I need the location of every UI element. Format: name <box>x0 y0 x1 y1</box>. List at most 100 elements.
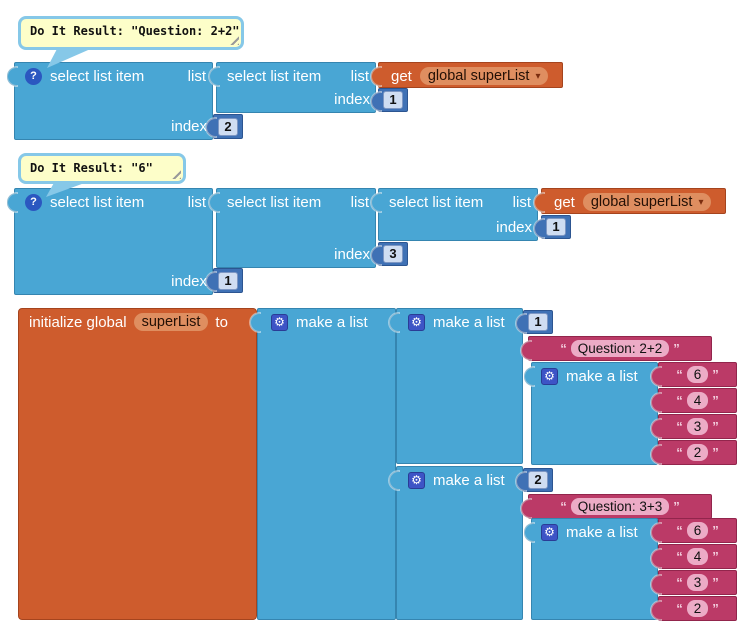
index-input-label: index <box>171 117 207 135</box>
gear-icon[interactable]: ⚙ <box>271 313 288 331</box>
doit-result-text: Do It Result: "Question: 2+2" <box>30 24 240 38</box>
number-field[interactable]: 1 <box>546 218 566 236</box>
text-field[interactable]: 6 <box>686 366 709 383</box>
number-field[interactable]: 2 <box>528 471 548 489</box>
output-plug-icon <box>370 245 382 266</box>
text-block-answer[interactable]: “ 6 ” <box>650 518 737 543</box>
variable-dropdown[interactable]: global superList ▾ <box>419 67 549 85</box>
select-list-item-block-mid-1[interactable]: select list item list index <box>208 62 376 113</box>
make-a-list-block-item1[interactable]: ⚙ make a list <box>388 308 523 464</box>
select-list-item-block-mid-2[interactable]: select list item list index <box>208 188 376 268</box>
make-a-list-block-answers2[interactable]: ⚙ make a list <box>523 518 658 620</box>
index-input-label: index <box>496 218 532 236</box>
number-field[interactable]: 1 <box>383 91 403 109</box>
select-list-item-block-inner-2[interactable]: select list item list index <box>370 188 538 241</box>
output-plug-icon <box>523 522 535 543</box>
text-field[interactable]: 3 <box>686 574 709 591</box>
get-variable-block-1[interactable]: get global superList ▾ <box>370 62 563 88</box>
doit-result-bubble-1[interactable]: Do It Result: "Question: 2+2" <box>18 16 244 50</box>
output-plug-icon <box>6 66 18 87</box>
bubble-resize-handle[interactable] <box>171 169 181 179</box>
number-block[interactable]: 1 <box>533 215 571 239</box>
number-field[interactable]: 1 <box>528 313 548 331</box>
doit-result-text: Do It Result: "6" <box>30 161 153 175</box>
text-block-answer[interactable]: “ 6 ” <box>650 362 737 387</box>
output-plug-icon <box>249 312 261 333</box>
output-plug-icon <box>370 91 382 112</box>
get-variable-block-2[interactable]: get global superList ▾ <box>533 188 726 214</box>
text-field[interactable]: 6 <box>686 522 709 539</box>
close-quote-icon: ” <box>712 393 719 408</box>
open-quote-icon: “ <box>676 367 683 382</box>
close-quote-icon: ” <box>712 549 719 564</box>
dropdown-arrow-icon: ▾ <box>698 196 704 208</box>
close-quote-icon: ” <box>712 419 719 434</box>
output-plug-icon <box>650 366 662 387</box>
number-block[interactable]: 2 <box>205 114 243 139</box>
open-quote-icon: “ <box>560 341 567 356</box>
text-field[interactable]: 3 <box>686 418 709 435</box>
gear-icon[interactable]: ⚙ <box>541 523 558 541</box>
doit-result-bubble-2[interactable]: Do It Result: "6" <box>18 153 186 184</box>
text-block-answer[interactable]: “ 4 ” <box>650 544 737 569</box>
initialize-global-block[interactable]: initialize global superList to <box>18 308 257 620</box>
number-block[interactable]: 1 <box>515 310 553 334</box>
select-list-item-block-outer-1[interactable]: ? select list item list index <box>6 62 213 140</box>
get-label: get <box>391 67 412 85</box>
number-block[interactable]: 1 <box>205 268 243 293</box>
text-field[interactable]: 4 <box>686 392 709 409</box>
close-quote-icon: ” <box>673 341 680 356</box>
number-field[interactable]: 3 <box>383 245 403 263</box>
output-plug-icon <box>205 271 217 292</box>
make-a-list-block-outer[interactable]: ⚙ make a list <box>249 308 396 620</box>
output-plug-icon <box>520 498 532 519</box>
gear-icon[interactable]: ⚙ <box>408 471 425 489</box>
close-quote-icon: ” <box>673 499 680 514</box>
open-quote-icon: “ <box>676 445 683 460</box>
close-quote-icon: ” <box>712 575 719 590</box>
text-block-question1[interactable]: “ Question: 2+2 ” <box>520 336 712 361</box>
number-field[interactable]: 1 <box>218 271 238 290</box>
to-label: to <box>215 313 228 331</box>
text-block-answer[interactable]: “ 4 ” <box>650 388 737 413</box>
bubble-resize-handle[interactable] <box>229 35 239 45</box>
output-plug-icon <box>388 470 400 491</box>
help-icon[interactable]: ? <box>25 193 42 211</box>
open-quote-icon: “ <box>560 499 567 514</box>
text-block-answer[interactable]: “ 2 ” <box>650 440 737 465</box>
variable-dropdown[interactable]: global superList ▾ <box>582 193 712 211</box>
text-block-question2[interactable]: “ Question: 3+3 ” <box>520 494 712 519</box>
output-plug-icon <box>520 340 532 361</box>
text-field[interactable]: 2 <box>686 600 709 617</box>
index-input-label: index <box>171 272 207 290</box>
number-block[interactable]: 3 <box>370 242 408 266</box>
gear-icon[interactable]: ⚙ <box>541 367 558 385</box>
text-field[interactable]: 4 <box>686 548 709 565</box>
output-plug-icon <box>205 117 217 138</box>
text-field[interactable]: 2 <box>686 444 709 461</box>
list-input-label: list <box>350 67 369 85</box>
initialize-label: initialize global <box>29 313 127 331</box>
close-quote-icon: ” <box>712 601 719 616</box>
number-block[interactable]: 2 <box>515 468 553 492</box>
text-field[interactable]: Question: 2+2 <box>570 340 670 357</box>
make-a-list-block-item2[interactable]: ⚙ make a list <box>388 466 523 620</box>
select-list-item-block-outer-2[interactable]: ? select list item list index <box>6 188 213 295</box>
text-block-answer[interactable]: “ 2 ” <box>650 596 737 621</box>
help-icon[interactable]: ? <box>25 67 42 85</box>
open-quote-icon: “ <box>676 523 683 538</box>
number-field[interactable]: 2 <box>218 117 238 136</box>
block-header: ? select list item list <box>15 189 212 215</box>
dropdown-arrow-icon: ▾ <box>535 70 541 82</box>
text-block-answer[interactable]: “ 3 ” <box>650 414 737 439</box>
text-field[interactable]: Question: 3+3 <box>570 498 670 515</box>
gear-icon[interactable]: ⚙ <box>408 313 425 331</box>
list-input-label: list <box>350 193 369 211</box>
block-label: make a list <box>433 471 505 489</box>
make-a-list-block-answers1[interactable]: ⚙ make a list <box>523 362 658 465</box>
text-block-answer[interactable]: “ 3 ” <box>650 570 737 595</box>
block-header: select list item list <box>379 189 537 215</box>
number-block[interactable]: 1 <box>370 88 408 112</box>
variable-name-field[interactable]: superList <box>133 313 209 331</box>
